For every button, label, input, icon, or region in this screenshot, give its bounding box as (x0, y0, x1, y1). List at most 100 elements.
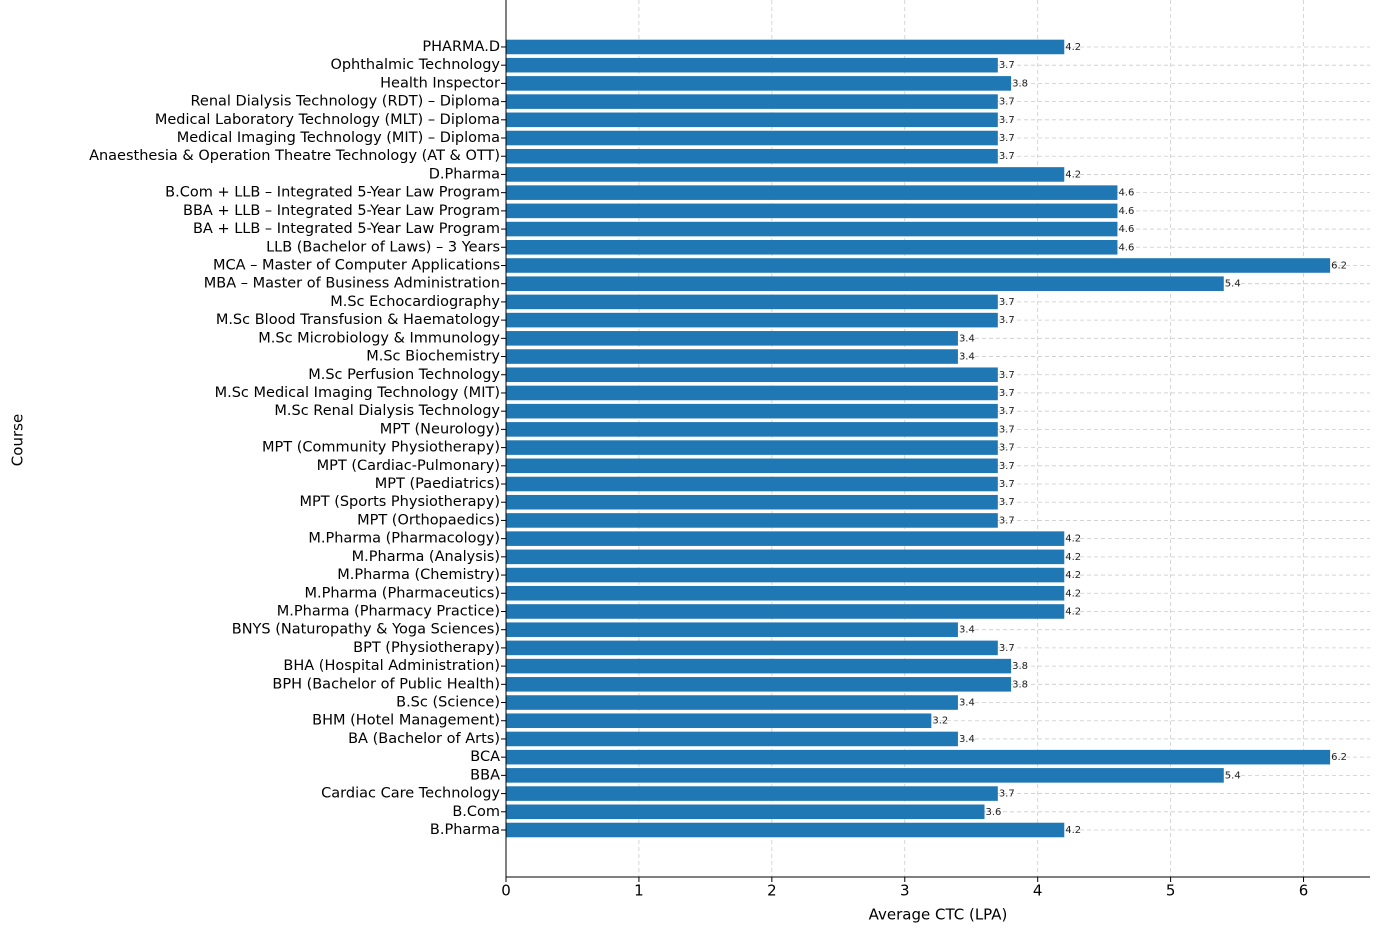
bar (506, 804, 985, 820)
bar (506, 148, 998, 164)
bar (506, 367, 998, 383)
x-tick-label: 2 (767, 882, 777, 900)
y-tick-label: M.Sc Medical Imaging Technology (MIT) (215, 385, 500, 401)
value-label: 3.7 (999, 115, 1015, 126)
bar (506, 786, 998, 801)
y-tick-label: MPT (Paediatrics) (375, 476, 500, 492)
value-label: 6.2 (1331, 752, 1347, 763)
y-tick-label: Medical Laboratory Technology (MLT) – Di… (155, 112, 500, 128)
y-tick-label: BBA + LLB – Integrated 5-Year Law Progra… (183, 203, 500, 219)
y-tick-label: B.Com + LLB – Integrated 5-Year Law Prog… (165, 185, 500, 201)
x-tick-label: 6 (1299, 882, 1309, 900)
y-tick-label: M.Sc Microbiology & Immunology (258, 330, 500, 346)
bar (506, 258, 1331, 273)
value-label: 3.7 (999, 315, 1015, 326)
bar (506, 640, 998, 656)
bar (506, 695, 958, 710)
y-tick-label: M.Pharma (Pharmaceutics) (305, 585, 500, 601)
bar (506, 494, 998, 510)
bar (506, 822, 1065, 838)
value-label: 6.2 (1331, 260, 1347, 271)
y-tick-label: BPH (Bachelor of Public Health) (272, 676, 500, 692)
bar (506, 440, 998, 455)
y-tick-label: Health Inspector (380, 75, 500, 91)
y-tick-label: Medical Imaging Technology (MIT) – Diplo… (177, 130, 500, 146)
value-label: 4.6 (1118, 206, 1134, 217)
y-tick-label: B.Pharma (430, 822, 500, 838)
x-tick-label: 3 (900, 882, 910, 900)
bar (506, 294, 998, 310)
y-tick-label: BA + LLB – Integrated 5-Year Law Program (193, 221, 500, 237)
bar (506, 57, 998, 73)
y-tick-label: MPT (Community Physiotherapy) (262, 440, 500, 456)
x-tick-label: 1 (634, 882, 644, 900)
y-tick-label: LLB (Bachelor of Laws) – 3 Years (266, 239, 500, 255)
x-axis-label: Average CTC (LPA) (869, 906, 1008, 924)
bar (506, 585, 1065, 601)
value-label: 3.7 (999, 133, 1015, 144)
value-label: 4.6 (1118, 188, 1134, 199)
value-label: 3.7 (999, 406, 1015, 417)
value-label: 3.4 (959, 698, 975, 709)
bar (506, 39, 1065, 55)
value-label: 3.7 (999, 151, 1015, 162)
y-tick-label: M.Sc Echocardiography (330, 294, 500, 310)
y-tick-label: BHA (Hospital Administration) (283, 658, 500, 674)
value-label: 3.4 (959, 625, 975, 636)
value-label: 4.6 (1118, 224, 1134, 235)
value-label: 3.8 (1012, 78, 1028, 89)
bar (506, 94, 998, 109)
value-label: 4.2 (1065, 42, 1081, 53)
y-tick-label: BHM (Hotel Management) (312, 713, 500, 729)
value-label: 3.7 (999, 789, 1015, 800)
bar (506, 130, 998, 146)
y-tick-label: MBA – Master of Business Administration (204, 276, 500, 292)
bar (506, 312, 998, 328)
y-axis-label: Course (9, 414, 27, 466)
y-tick-label: Anaesthesia & Operation Theatre Technolo… (89, 148, 500, 164)
value-label: 3.7 (999, 497, 1015, 508)
value-label: 3.4 (959, 333, 975, 344)
value-label: 3.2 (932, 716, 948, 727)
value-label: 3.7 (999, 297, 1015, 308)
bar (506, 677, 1012, 692)
value-label: 4.2 (1065, 169, 1081, 180)
value-label: 4.6 (1118, 242, 1134, 253)
x-tick-label: 5 (1166, 882, 1176, 900)
bar (506, 749, 1331, 765)
y-tick-label: BPT (Physiotherapy) (353, 640, 500, 656)
value-label: 3.7 (999, 643, 1015, 654)
bar (506, 331, 958, 346)
bar (506, 167, 1065, 182)
bar (506, 203, 1118, 219)
y-tick-label: MPT (Cardiac-Pulmonary) (317, 458, 500, 474)
y-tick-label: PHARMA.D (422, 39, 500, 55)
value-label: 3.7 (999, 479, 1015, 490)
bar (506, 713, 932, 729)
bar (506, 731, 958, 747)
x-tick-label: 0 (501, 882, 511, 900)
bar (506, 476, 998, 492)
value-label: 4.2 (1065, 588, 1081, 599)
bar (506, 458, 998, 474)
y-tick-label: Ophthalmic Technology (330, 57, 500, 73)
value-label: 3.6 (986, 807, 1002, 818)
value-label: 3.7 (999, 515, 1015, 526)
value-label: 3.8 (1012, 679, 1028, 690)
value-label: 4.2 (1065, 534, 1081, 545)
value-label: 3.4 (959, 734, 975, 745)
y-tick-label: M.Sc Renal Dialysis Technology (274, 403, 500, 419)
value-label: 4.2 (1065, 825, 1081, 836)
y-tick-label: MCA – Master of Computer Applications (213, 257, 500, 273)
x-tick-label: 4 (1033, 882, 1043, 900)
y-tick-label: BNYS (Naturopathy & Yoga Sciences) (232, 622, 500, 638)
bar (506, 239, 1118, 255)
y-tick-label: MPT (Sports Physiotherapy) (299, 494, 500, 510)
bar (506, 768, 1224, 783)
value-label: 3.4 (959, 352, 975, 363)
bar (506, 112, 998, 128)
bar (506, 658, 1012, 674)
y-tick-label: M.Sc Biochemistry (366, 349, 500, 365)
value-label: 3.8 (1012, 661, 1028, 672)
bar (506, 403, 998, 419)
